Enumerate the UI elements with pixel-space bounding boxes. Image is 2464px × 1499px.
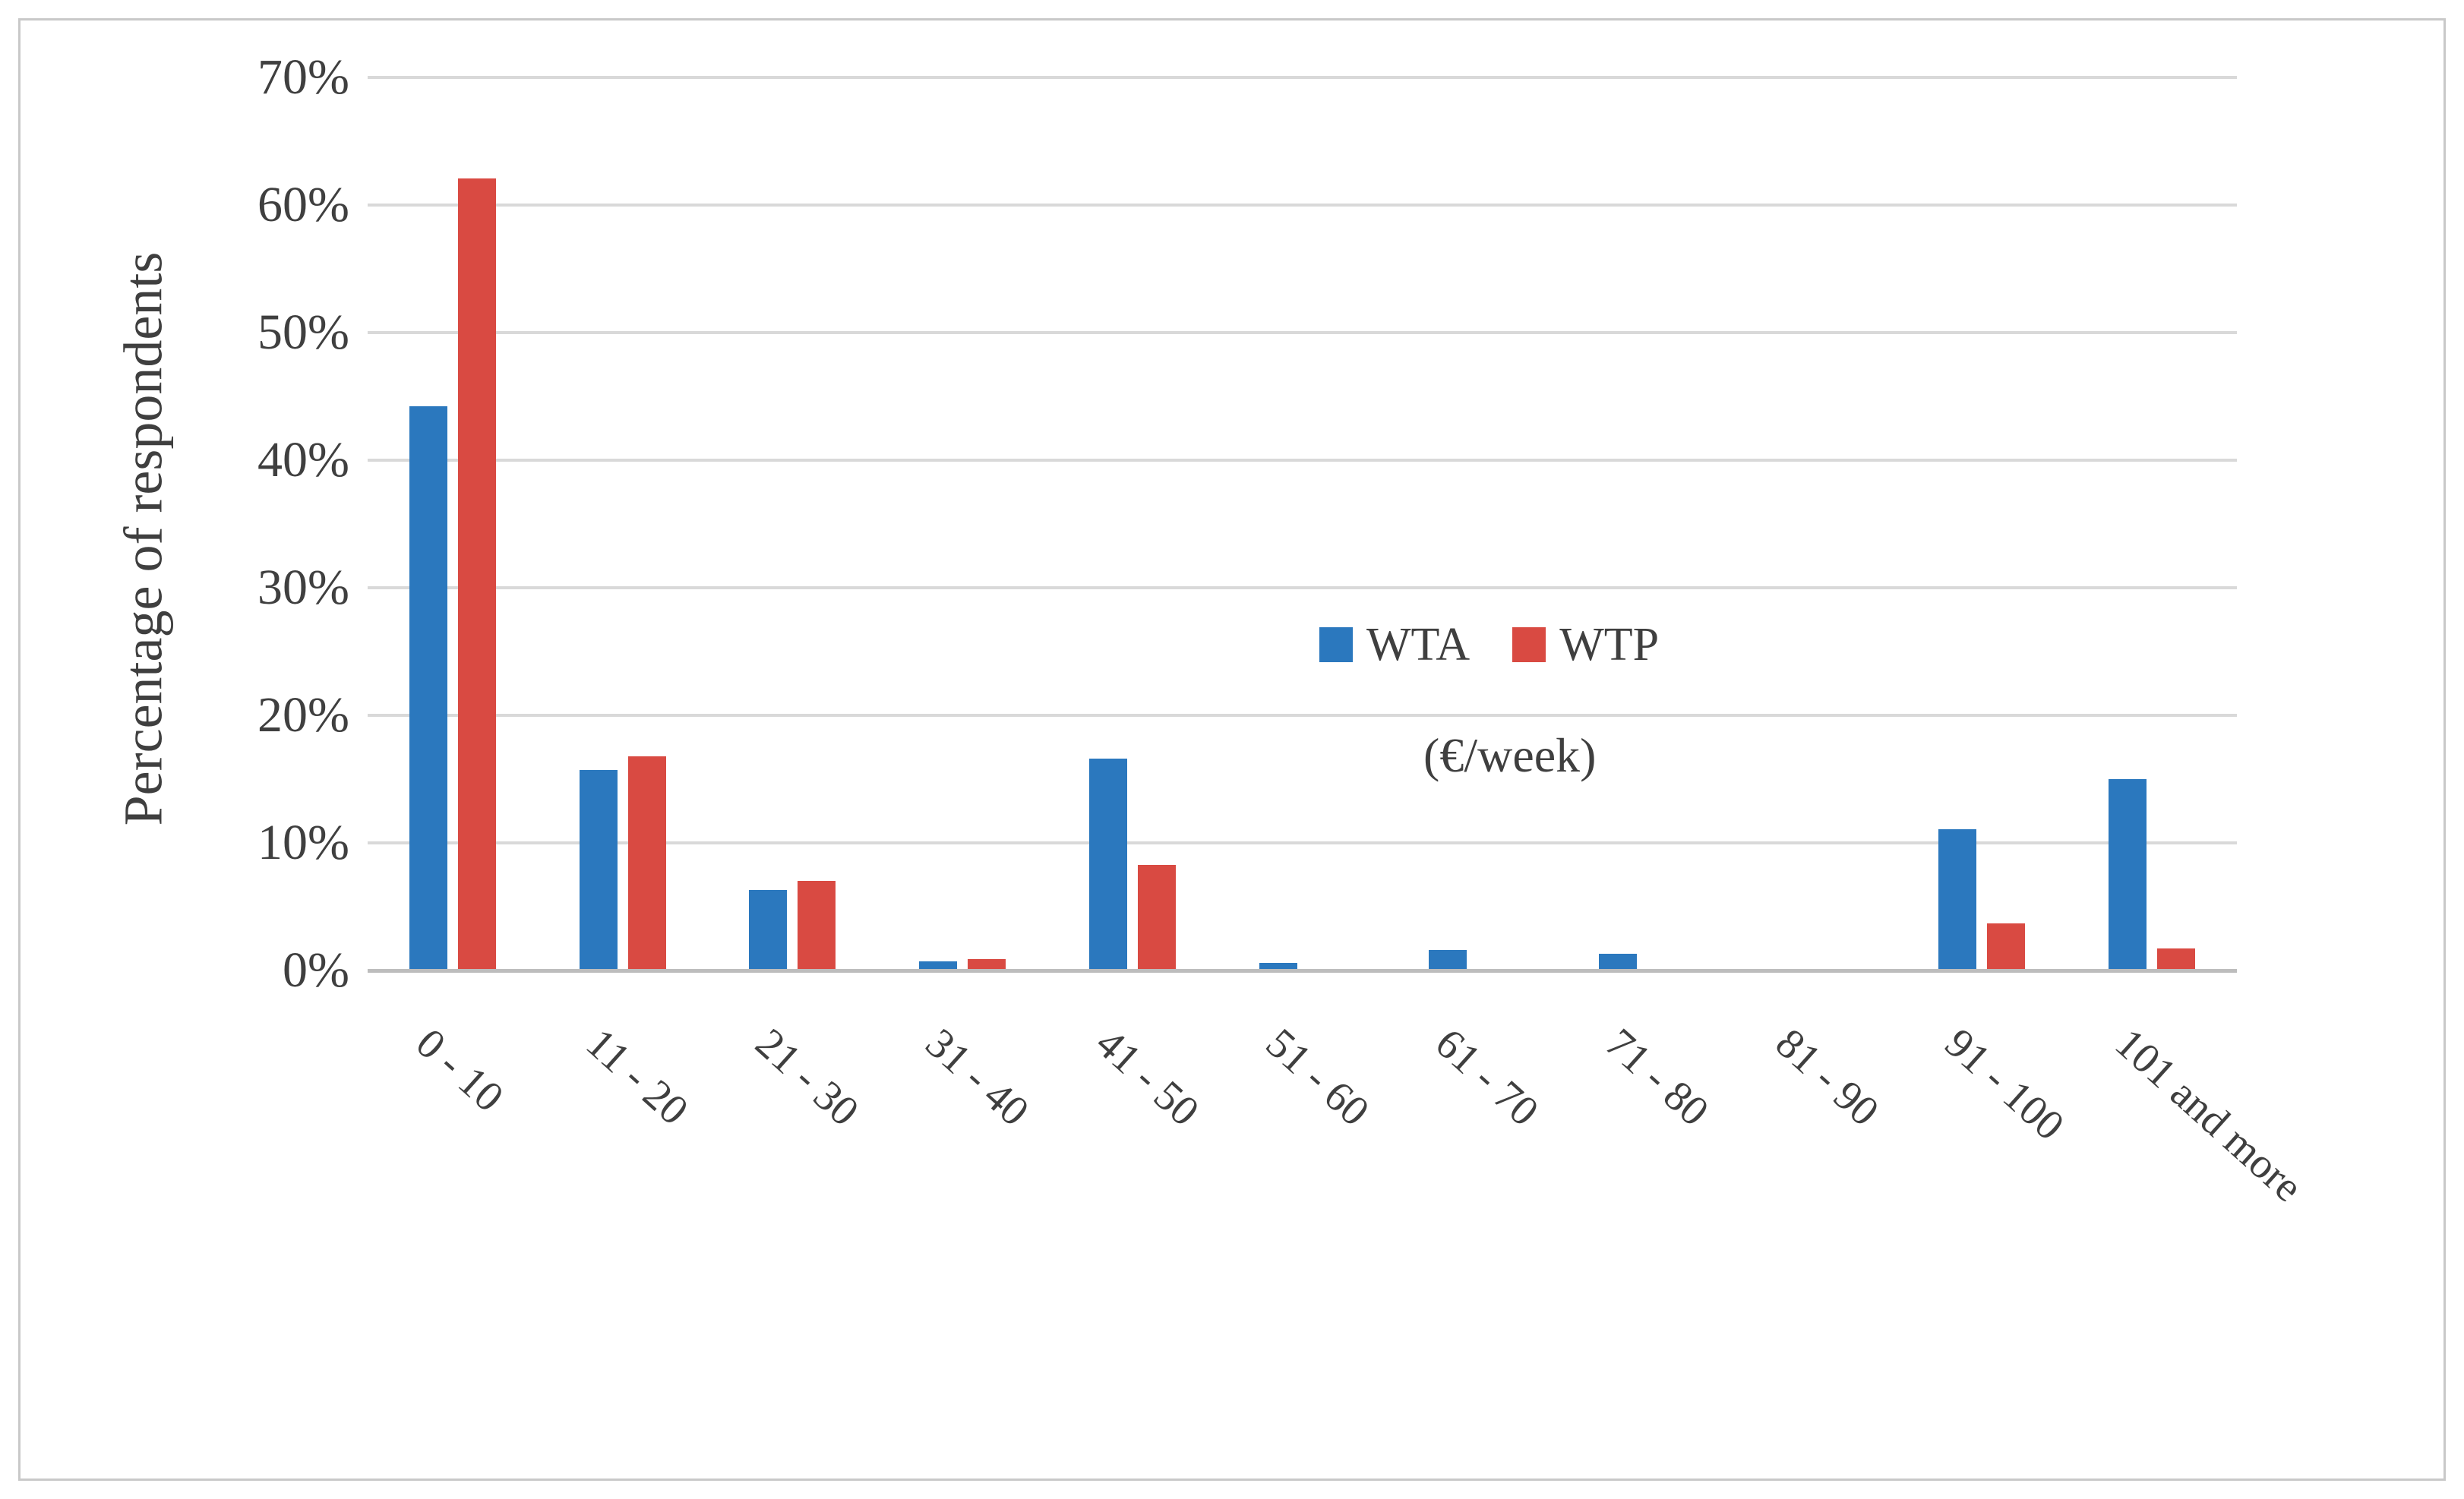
- plot-area: 0% 10% 20% 30% 40% 50% 60% 70% 0 - 10 11 - 20 21 -…: [257, 49, 2311, 1211]
- gridline-50: [368, 331, 2237, 334]
- gridline-0: [368, 969, 2237, 973]
- bar-wtp-91-100: [1987, 923, 2026, 970]
- bar-wtp-41-50: [1137, 864, 1176, 970]
- bar-wtp-0-10: [457, 178, 496, 970]
- legend-label-wtp: WTP: [1559, 619, 1660, 671]
- gridline-60: [368, 204, 2237, 207]
- bar-wtp-101-and-more: [2157, 948, 2196, 970]
- y-tick-label-30: 30%: [257, 560, 349, 615]
- legend-label-wta: WTA: [1366, 619, 1471, 671]
- bar-wtp-21-30: [798, 881, 836, 970]
- bar-wta-41-50: [1088, 759, 1127, 970]
- legend: WTA WTP: [1319, 621, 1659, 668]
- wta-swatch-icon: [1319, 627, 1353, 662]
- bar-wta-61-70: [1429, 950, 1467, 970]
- bar-wta-0-10: [409, 406, 447, 970]
- bar-wta-21-30: [749, 890, 788, 970]
- y-tick-label-70: 70%: [257, 49, 349, 105]
- gridline-30: [368, 586, 2237, 589]
- legend-item-wta: WTA: [1319, 621, 1470, 668]
- y-tick-label-50: 50%: [257, 305, 349, 360]
- bar-wta-11-20: [579, 770, 618, 970]
- legend-item-wtp: WTP: [1512, 621, 1659, 668]
- gridline-10: [368, 841, 2237, 844]
- gridline-40: [368, 459, 2237, 462]
- y-tick-label-0: 0%: [283, 942, 349, 998]
- bar-wtp-11-20: [627, 756, 666, 970]
- bar-wta-91-100: [1938, 828, 1977, 970]
- wtp-swatch-icon: [1512, 627, 1546, 662]
- y-tick-label-20: 20%: [257, 687, 349, 743]
- bar-wta-51-60: [1259, 962, 1297, 970]
- bar-wta-101-and-more: [2109, 779, 2147, 970]
- y-tick-label-60: 60%: [257, 177, 349, 232]
- bar-wta-31-40: [919, 961, 958, 970]
- x-unit-note: (€/week): [1423, 728, 1597, 782]
- gridline-70: [368, 76, 2237, 79]
- y-tick-label-10: 10%: [257, 815, 349, 870]
- bar-wta-71-80: [1598, 954, 1637, 970]
- bar-wtp-31-40: [968, 958, 1006, 970]
- y-tick-label-40: 40%: [257, 432, 349, 488]
- gridline-20: [368, 714, 2237, 717]
